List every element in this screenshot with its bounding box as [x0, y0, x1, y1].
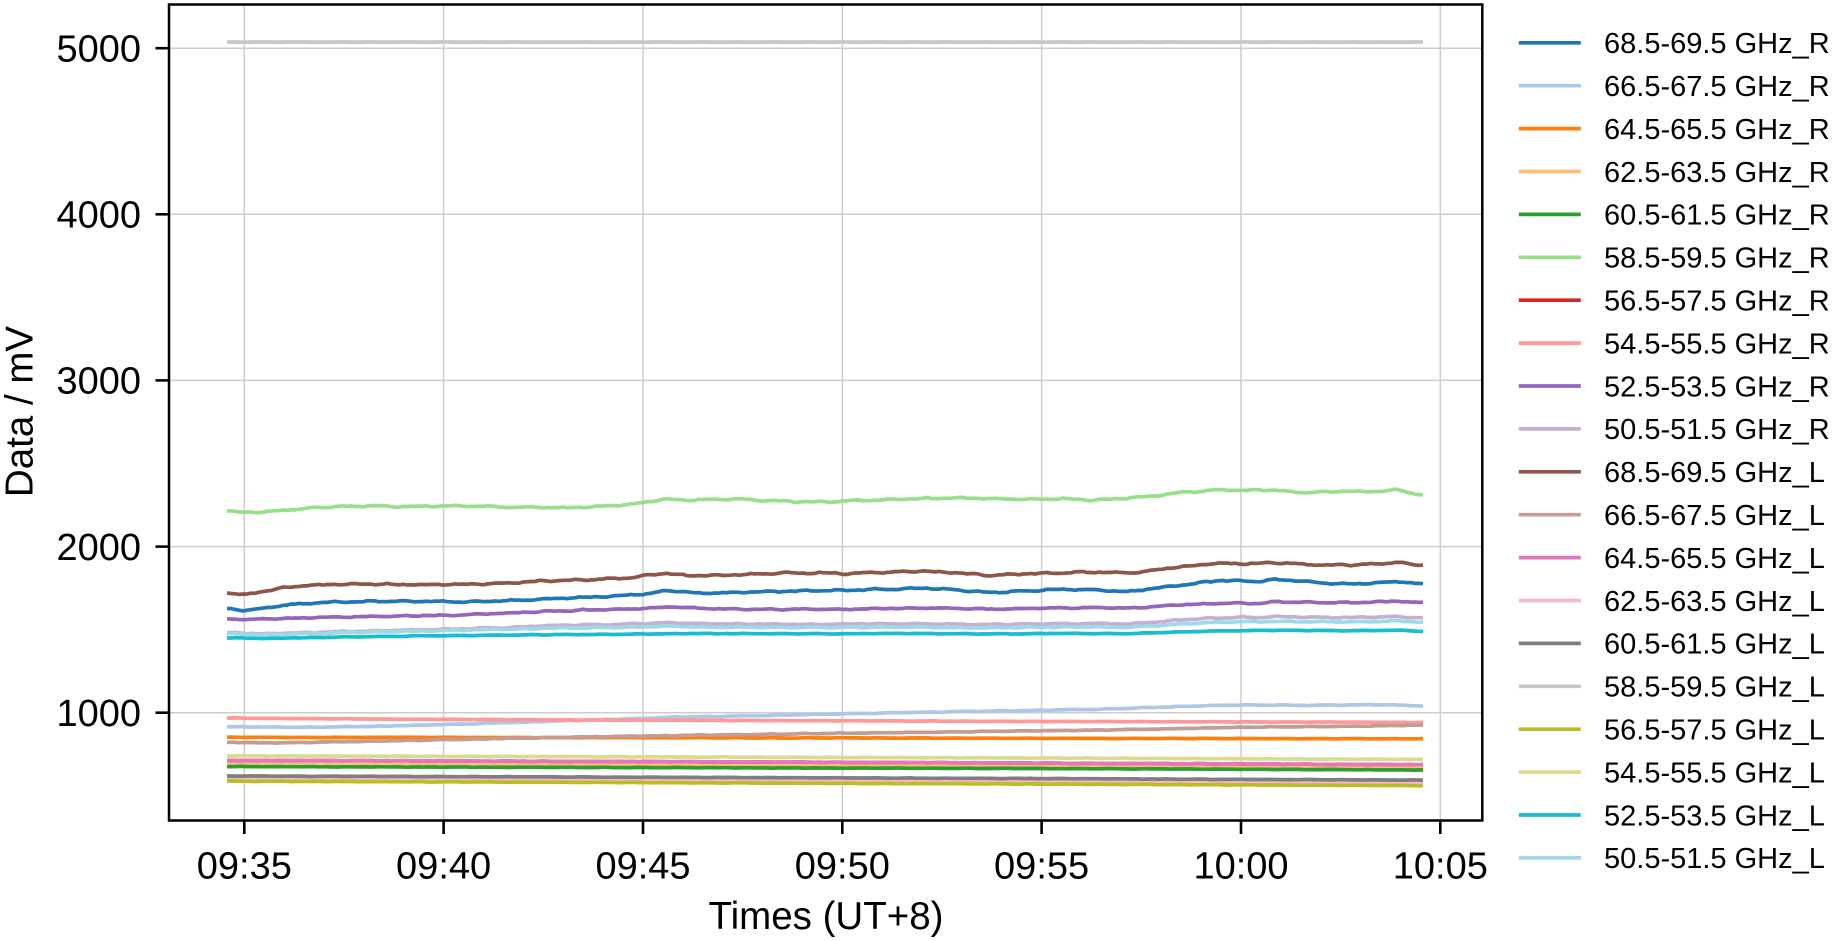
svg-text:3000: 3000	[56, 361, 141, 403]
svg-text:58.5-59.5 GHz_L: 58.5-59.5 GHz_L	[1604, 672, 1825, 704]
svg-text:60.5-61.5 GHz_R: 60.5-61.5 GHz_R	[1604, 200, 1830, 232]
svg-text:52.5-53.5 GHz_R: 52.5-53.5 GHz_R	[1604, 371, 1830, 403]
svg-text:64.5-65.5 GHz_L: 64.5-65.5 GHz_L	[1604, 543, 1825, 575]
svg-text:Times (UT+8): Times (UT+8)	[709, 895, 944, 938]
svg-text:68.5-69.5 GHz_R: 68.5-69.5 GHz_R	[1604, 28, 1830, 60]
svg-text:64.5-65.5 GHz_R: 64.5-65.5 GHz_R	[1604, 114, 1830, 146]
svg-text:Data / mV: Data / mV	[0, 326, 42, 497]
svg-text:52.5-53.5 GHz_L: 52.5-53.5 GHz_L	[1604, 800, 1825, 832]
svg-text:2000: 2000	[56, 527, 141, 569]
svg-text:10:05: 10:05	[1393, 846, 1488, 888]
svg-text:5000: 5000	[56, 28, 141, 70]
svg-text:60.5-61.5 GHz_L: 60.5-61.5 GHz_L	[1604, 629, 1825, 661]
svg-text:09:40: 09:40	[396, 846, 491, 888]
svg-text:09:35: 09:35	[197, 846, 292, 888]
svg-text:54.5-55.5 GHz_L: 54.5-55.5 GHz_L	[1604, 757, 1825, 789]
svg-text:58.5-59.5 GHz_R: 58.5-59.5 GHz_R	[1604, 243, 1830, 275]
svg-text:50.5-51.5 GHz_R: 50.5-51.5 GHz_R	[1604, 414, 1830, 446]
svg-text:56.5-57.5 GHz_L: 56.5-57.5 GHz_L	[1604, 715, 1825, 747]
svg-text:1000: 1000	[56, 693, 141, 735]
svg-text:62.5-63.5 GHz_L: 62.5-63.5 GHz_L	[1604, 586, 1825, 618]
svg-text:66.5-67.5 GHz_R: 66.5-67.5 GHz_R	[1604, 71, 1830, 103]
svg-text:68.5-69.5 GHz_L: 68.5-69.5 GHz_L	[1604, 457, 1825, 489]
svg-text:4000: 4000	[56, 195, 141, 237]
svg-text:09:55: 09:55	[994, 846, 1089, 888]
svg-text:54.5-55.5 GHz_R: 54.5-55.5 GHz_R	[1604, 328, 1830, 360]
svg-text:66.5-67.5 GHz_L: 66.5-67.5 GHz_L	[1604, 500, 1825, 532]
svg-text:62.5-63.5 GHz_R: 62.5-63.5 GHz_R	[1604, 157, 1830, 189]
svg-text:09:45: 09:45	[595, 846, 690, 888]
svg-text:50.5-51.5 GHz_L: 50.5-51.5 GHz_L	[1604, 843, 1825, 875]
svg-text:56.5-57.5 GHz_R: 56.5-57.5 GHz_R	[1604, 286, 1830, 318]
svg-text:10:00: 10:00	[1193, 846, 1288, 888]
svg-text:09:50: 09:50	[795, 846, 890, 888]
